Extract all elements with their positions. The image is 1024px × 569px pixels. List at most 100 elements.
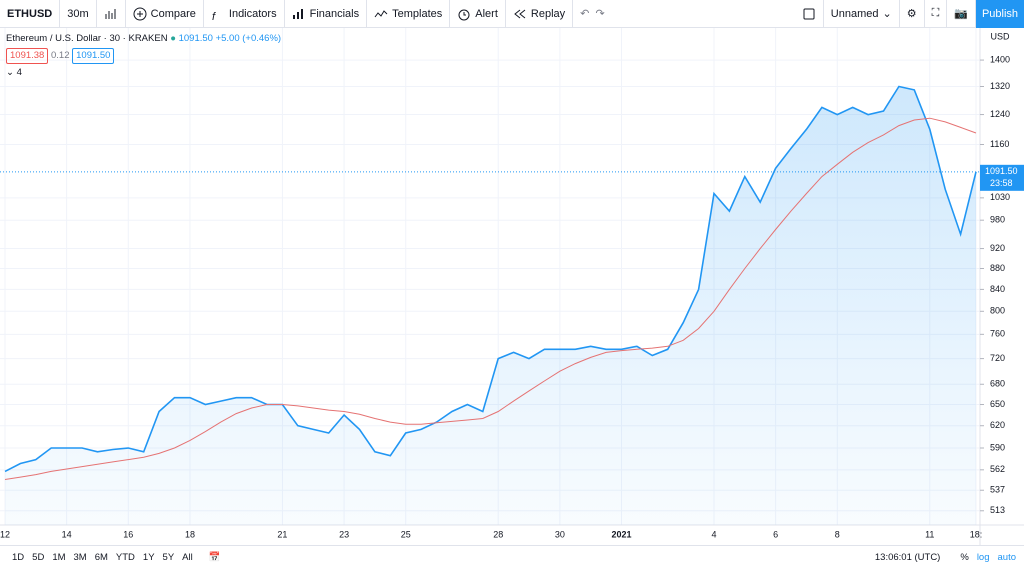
- last-price-label: 1091.50: [985, 166, 1018, 176]
- x-tick-label: 21: [277, 529, 287, 539]
- range-btn[interactable]: All: [182, 552, 193, 563]
- x-tick-label: 30: [555, 529, 565, 539]
- tpl-icon: [374, 9, 388, 17]
- y-tick-label: 1160: [990, 139, 1009, 149]
- financials-btn[interactable]: Financials: [285, 0, 368, 28]
- alert-btn[interactable]: Alert: [450, 0, 506, 28]
- y-tick-label: 880: [990, 263, 1005, 273]
- undo-redo[interactable]: ↶ ↷: [580, 8, 605, 20]
- bottom-bar: 1D 5D 1M 3M 6M YTD 1Y 5Y All 📅 13:06:01 (UTC) % …: [0, 545, 1024, 569]
- alarm-icon: [458, 9, 470, 20]
- goto-date[interactable]: 📅: [208, 552, 221, 563]
- range-btn[interactable]: 1Y: [142, 552, 155, 563]
- fullscreen-btn[interactable]: ⛶: [925, 0, 948, 28]
- last-price-tag: [980, 164, 1024, 191]
- x-tick-label: 6: [773, 529, 778, 539]
- range-btn[interactable]: 6M: [94, 552, 108, 563]
- price-area: [5, 86, 976, 525]
- y-tick-label: 620: [990, 420, 1005, 430]
- y-tick-label: 980: [990, 215, 1005, 225]
- bid[interactable]: 1091.38: [6, 48, 49, 64]
- x-tick-label: 11: [925, 529, 934, 539]
- range-btn[interactable]: YTD: [115, 552, 135, 563]
- spread: 0.12: [50, 50, 70, 61]
- percent-btn[interactable]: %: [960, 552, 969, 563]
- replay-icon: [514, 9, 526, 18]
- range-buttons: 1D 5D 1M 3M 6M YTD 1Y 5Y All: [0, 552, 197, 563]
- range-btn[interactable]: 1D: [12, 552, 25, 563]
- label: Financials: [309, 7, 360, 20]
- y-tick-label: 1240: [990, 109, 1010, 119]
- range-btn[interactable]: 5Y: [162, 552, 175, 563]
- auto-btn[interactable]: auto: [997, 552, 1017, 563]
- x-tick-label: 14: [62, 529, 72, 539]
- compare-btn[interactable]: Compare: [126, 0, 204, 28]
- fin-icon: [292, 8, 303, 19]
- legend-row: Ethereum / U.S. Dollar · 30 · KRAKEN ● 1…: [6, 33, 282, 44]
- indicators-count: 4: [16, 67, 22, 78]
- legend-row: 1091.38 0.12 1091.50: [6, 48, 281, 64]
- axes: 513 537 562 590 620 650 680 720 760 800 840 880 920 9…: [0, 54, 1024, 539]
- indicators-btn[interactable]: f Indicators: [204, 0, 285, 28]
- layout-name[interactable]: Unnamed ⌄: [824, 0, 900, 28]
- label: Replay: [530, 7, 566, 20]
- x-tick-label: 12: [0, 529, 10, 539]
- layout-btn[interactable]: [795, 0, 824, 28]
- legend-title: Ethereum / U.S. Dollar · 30 · KRAKEN: [6, 33, 168, 44]
- ask[interactable]: 1091.50: [72, 48, 115, 64]
- label: Templates: [392, 7, 443, 20]
- square-icon: [803, 8, 815, 19]
- x-tick-label: 18:: [970, 529, 983, 539]
- toolbar: ETHUSD 30m Compare f Indicators Financial…: [0, 0, 1024, 28]
- snapshot-btn[interactable]: 📷: [947, 0, 976, 28]
- moving-average: [4, 117, 977, 480]
- x-tick-label: 25: [401, 529, 411, 539]
- publish-btn[interactable]: Publish: [976, 0, 1024, 28]
- x-tick-label: 16: [123, 529, 133, 539]
- plus-icon: [133, 7, 147, 20]
- y-tick-label: 720: [990, 353, 1005, 363]
- templates-btn[interactable]: Templates: [367, 0, 451, 28]
- log-btn[interactable]: log: [976, 552, 990, 563]
- y-tick-label: 920: [990, 243, 1005, 253]
- range-btn[interactable]: 5D: [32, 552, 45, 563]
- clock: 13:06:01 (UTC): [874, 552, 941, 563]
- countdown: 23:58: [990, 178, 1013, 188]
- label: Unnamed: [830, 7, 879, 20]
- y-tick-label: 562: [990, 464, 1005, 474]
- x-tick-label: 4: [711, 529, 716, 539]
- range-btn[interactable]: 3M: [73, 552, 87, 563]
- x-tick-label: 8: [835, 529, 840, 539]
- legend-row[interactable]: ⌄ 4: [6, 67, 22, 78]
- legend-change: +5.00 (+0.46%): [215, 33, 282, 44]
- label: Compare: [150, 7, 196, 20]
- y-tick-label: 800: [990, 306, 1005, 316]
- y-tick-label: 537: [990, 485, 1005, 495]
- svg-text:f: f: [212, 10, 216, 20]
- fx-icon: f: [212, 10, 216, 20]
- label: Alert: [475, 7, 498, 20]
- currency-label: USD: [990, 31, 1010, 41]
- y-tick-label: 760: [990, 329, 1005, 339]
- y-tick-label: 590: [990, 442, 1005, 452]
- price-line: [4, 85, 977, 473]
- settings-btn[interactable]: ⚙: [900, 0, 925, 28]
- range-btn[interactable]: 1M: [52, 552, 66, 563]
- bars-icon: [105, 8, 116, 19]
- x-tick-label: 23: [339, 529, 349, 539]
- replay-btn[interactable]: Replay: [506, 0, 574, 28]
- y-tick-label: 840: [990, 284, 1005, 294]
- legend-last: 1091.50: [178, 33, 213, 44]
- chart: USD 513 537 562 590 620 650 680 720 760 800 840 880…: [0, 28, 1024, 545]
- symbol[interactable]: ETHUSD: [0, 0, 61, 28]
- y-tick-label: 680: [990, 379, 1005, 389]
- y-tick-label: 1030: [990, 192, 1010, 202]
- x-tick-label: 28: [493, 529, 503, 539]
- label: Indicators: [228, 7, 277, 20]
- interval[interactable]: 30m: [60, 0, 97, 28]
- chart-style[interactable]: [97, 0, 126, 28]
- x-tick-label: 2021: [611, 529, 631, 539]
- x-tick-label: 18: [185, 529, 195, 539]
- y-tick-label: 1400: [990, 54, 1010, 64]
- legend: Ethereum / U.S. Dollar · 30 · KRAKEN ● 1…: [6, 32, 281, 80]
